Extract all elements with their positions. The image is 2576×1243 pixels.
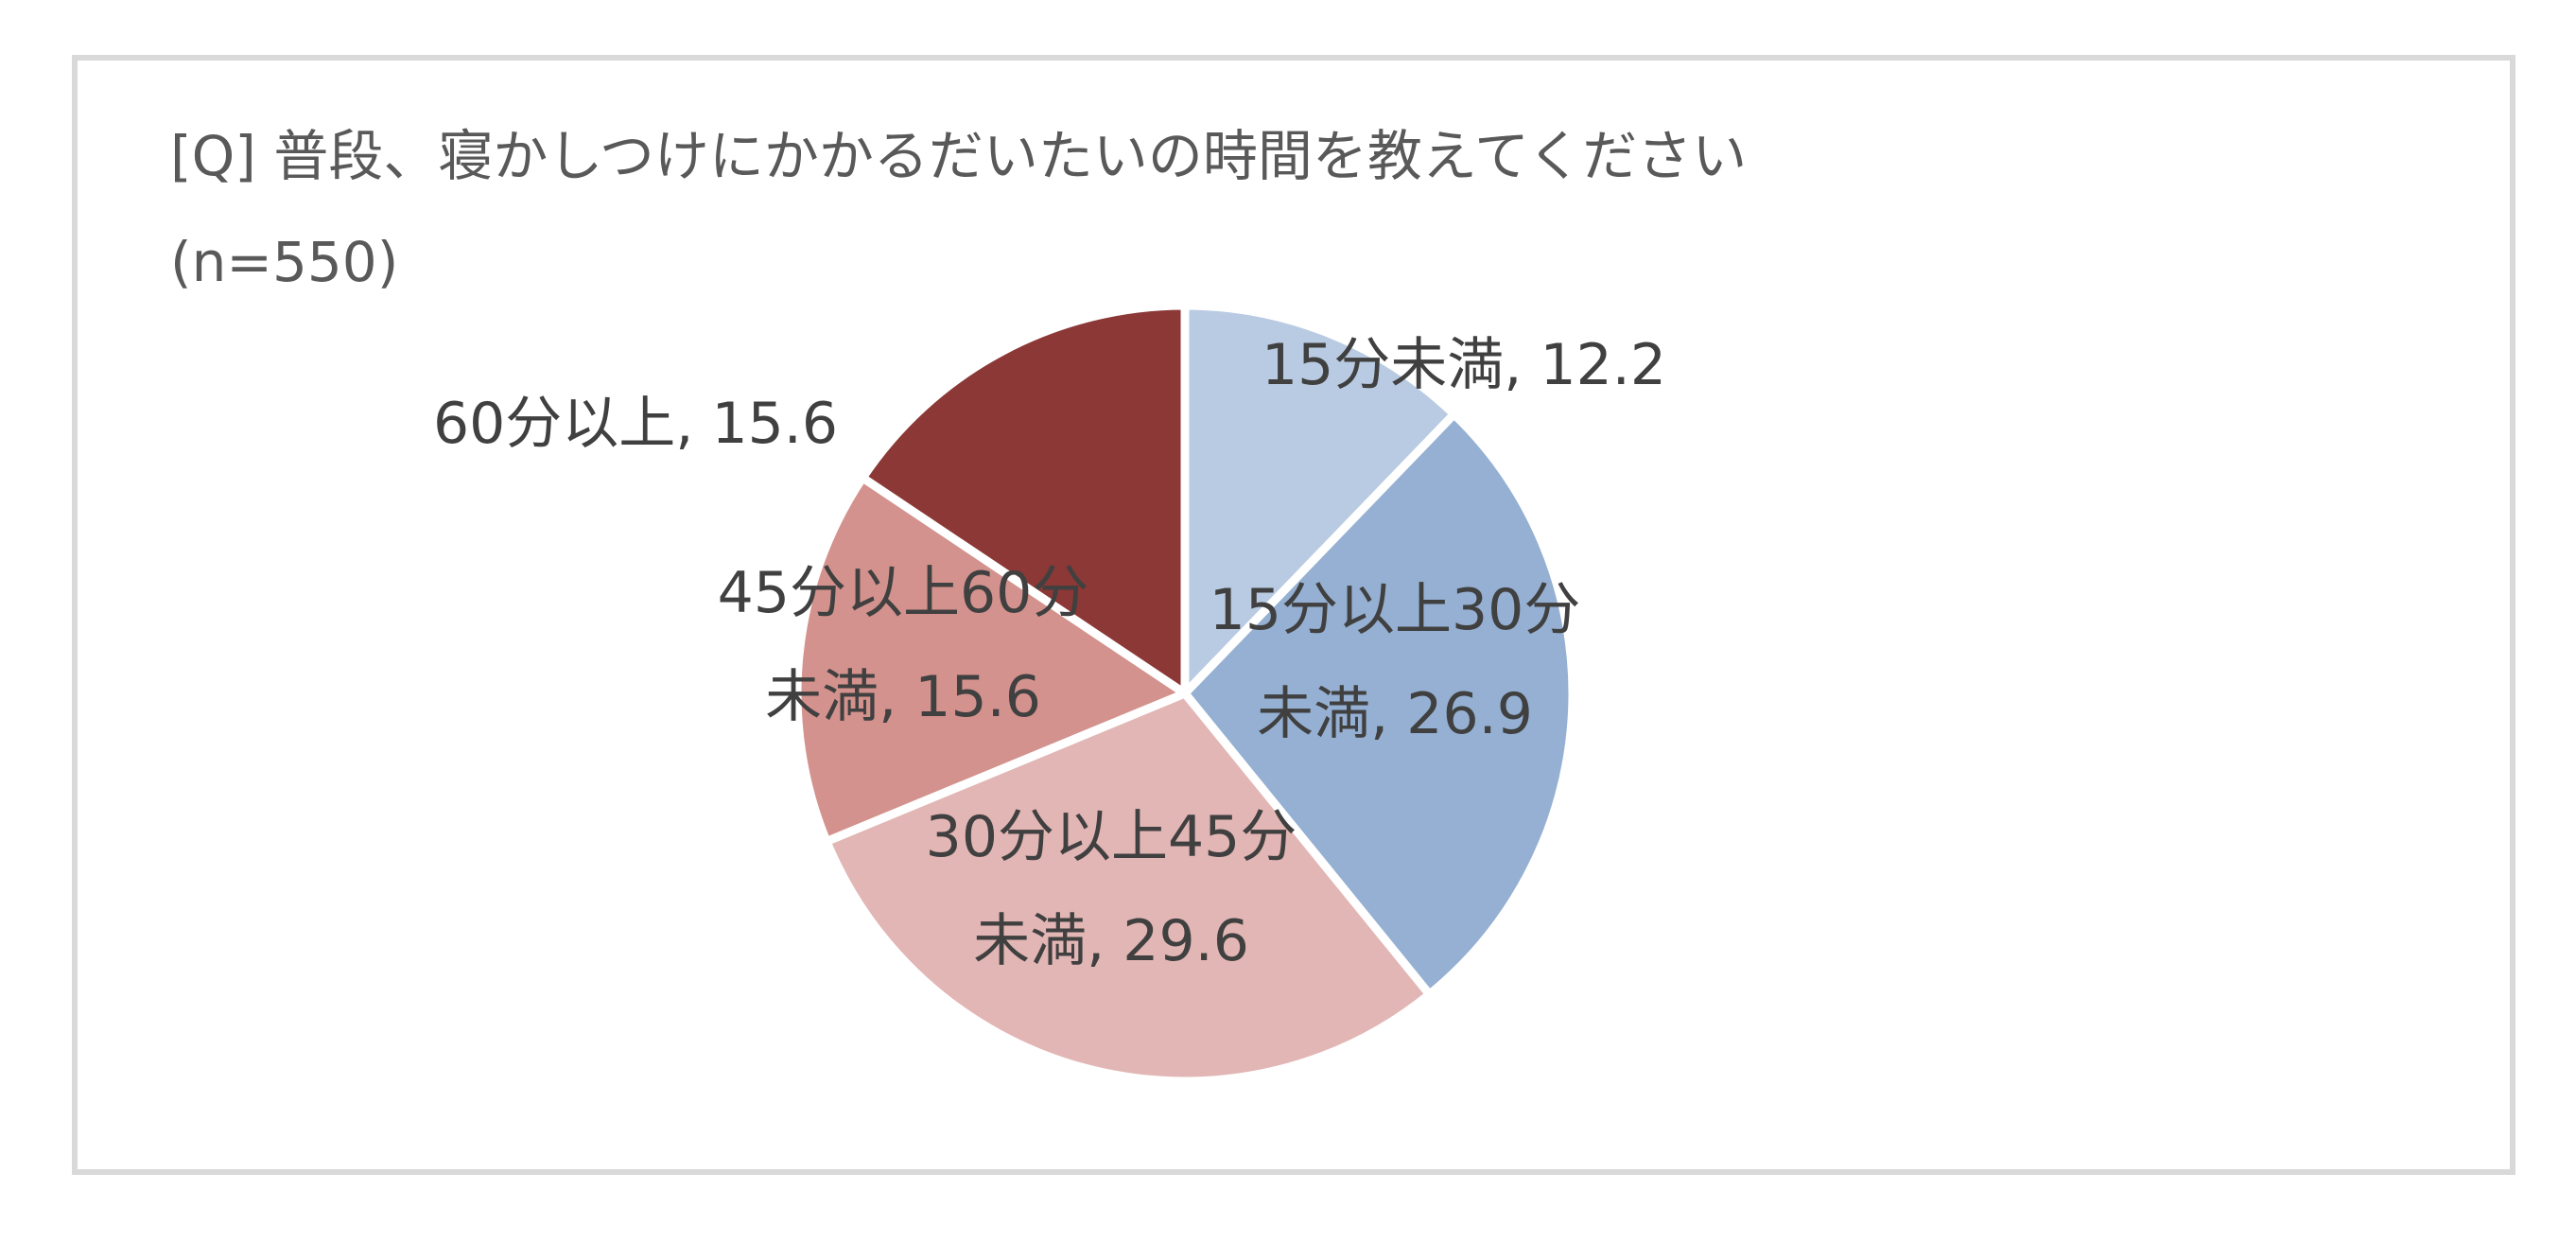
pie-slice-1 [1180, 301, 1459, 698]
pie-label-4: 45分以上60分未満, 15.6 [718, 560, 1089, 730]
pie-label-5: 60分以上, 15.6 [433, 391, 838, 457]
pie-slices [792, 301, 1577, 1086]
pie-label-1: 15分未満, 12.2 [1262, 332, 1666, 398]
pie-label-line: 未満, 15.6 [765, 664, 1041, 730]
chart-subtitle: (n=550) [170, 230, 399, 294]
chart-title: [Q] 普段、寝かしつけにかかるだいたいの時間を教えてください [170, 124, 1748, 188]
pie-label-line: 45分以上60分 [718, 560, 1089, 626]
pie-label-line: 60分以上, 15.6 [433, 391, 838, 457]
pie-label-line: 未満, 29.6 [973, 908, 1249, 974]
pie-label-line: 15分未満, 12.2 [1262, 332, 1666, 398]
pie-label-line: 30分以上45分 [926, 804, 1297, 870]
pie-label-3: 30分以上45分未満, 29.6 [926, 804, 1297, 974]
pie-label-line: 15分以上30分 [1210, 577, 1581, 643]
pie-slice-3 [822, 689, 1435, 1086]
pie-label-2: 15分以上30分未満, 26.9 [1210, 577, 1581, 747]
pie-slice-2 [1180, 410, 1577, 999]
pie-label-line: 未満, 26.9 [1257, 681, 1533, 747]
pie-slice-4 [792, 473, 1190, 846]
pie-slice-5 [858, 301, 1190, 698]
